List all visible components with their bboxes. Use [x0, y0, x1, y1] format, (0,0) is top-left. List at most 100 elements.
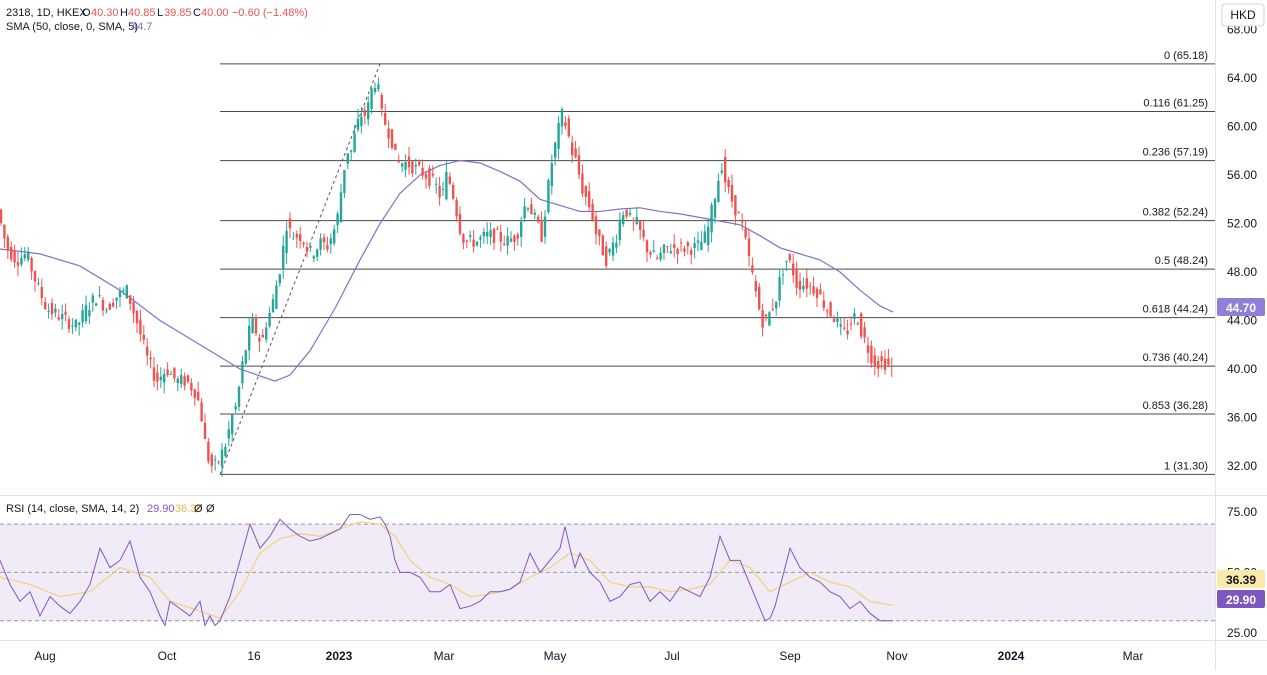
rsi-legend-extra1: Ø — [194, 503, 203, 515]
candle-body — [309, 245, 312, 248]
candle-body — [193, 389, 196, 398]
candle-body — [656, 257, 659, 259]
candle-body — [798, 280, 802, 290]
ohlc-open-value: 40.30 — [91, 7, 119, 19]
candle-body — [166, 369, 169, 376]
candle-body — [625, 209, 628, 217]
candle-body — [278, 274, 281, 284]
candle-body — [183, 376, 186, 386]
candle-body — [465, 240, 468, 242]
candle-body — [3, 224, 6, 239]
price-tick-label: 60.00 — [1227, 120, 1257, 134]
candle-body — [394, 143, 397, 150]
candle-body — [370, 88, 373, 110]
candle-body — [455, 200, 458, 217]
candle-body — [132, 302, 135, 314]
candle-body — [622, 215, 625, 225]
candle-body — [707, 226, 710, 246]
candle-body — [775, 301, 778, 309]
candle-body — [720, 170, 723, 173]
candle-body — [472, 239, 475, 247]
price-tick-label: 52.00 — [1227, 217, 1257, 231]
candle-body — [105, 310, 108, 312]
candle-body — [112, 302, 115, 307]
candle-body — [180, 375, 183, 384]
candle-body — [64, 311, 67, 315]
rsi-legend-label[interactable]: RSI (14, close, SMA, 14, 2) — [6, 503, 139, 515]
candle-body — [635, 217, 638, 224]
price-tick-label: 40.00 — [1227, 362, 1257, 376]
candle-body — [571, 142, 574, 156]
candle-body — [594, 216, 598, 235]
candle-body — [78, 322, 81, 325]
candle-body — [479, 237, 482, 240]
candle-body — [662, 244, 666, 253]
candle-body — [615, 242, 618, 248]
candle-body — [101, 299, 105, 311]
candle-body — [418, 161, 421, 165]
candle-body — [95, 303, 98, 306]
candle-body — [492, 228, 496, 243]
candle-body — [44, 302, 47, 310]
candle-body — [588, 191, 591, 208]
candle-body — [730, 184, 734, 202]
sma-legend-label[interactable]: SMA (50, close, 0, SMA, 5) — [6, 21, 138, 33]
candle-body — [768, 312, 771, 326]
time-tick-label: Jul — [664, 649, 679, 663]
candle-body — [591, 203, 594, 220]
candle-body — [210, 454, 213, 467]
candle-body — [74, 319, 77, 328]
candle-body — [537, 216, 540, 223]
time-tick-label: Sep — [779, 649, 801, 663]
candle-body — [346, 153, 349, 164]
candle-body — [880, 356, 883, 362]
candle-body — [673, 244, 676, 248]
rsi-tick-label: 75.00 — [1227, 505, 1257, 519]
candle-body — [380, 95, 383, 109]
candle-body — [696, 240, 700, 243]
candle-body — [809, 285, 812, 287]
time-tick-label: 2023 — [326, 649, 353, 663]
candle-body — [788, 254, 791, 261]
candle-body — [84, 305, 88, 322]
candle-body — [475, 241, 479, 246]
candle-body — [125, 285, 128, 299]
candle-body — [275, 285, 278, 309]
candle-body — [401, 163, 404, 167]
candle-body — [360, 116, 363, 127]
time-tick-label: Oct — [158, 649, 177, 663]
candle-body — [244, 350, 247, 364]
change-value: −0.60 (−1.48%) — [232, 7, 308, 19]
candle-body — [231, 414, 234, 435]
candle-body — [285, 230, 288, 254]
candle-body — [652, 250, 655, 253]
candle-body — [390, 129, 394, 148]
candle-body — [639, 220, 642, 230]
rsi-band — [0, 524, 1215, 621]
price-tick-label: 44.00 — [1227, 314, 1257, 328]
candle-body — [159, 376, 162, 381]
candle-body — [496, 228, 499, 230]
currency-label: HKD — [1230, 8, 1256, 22]
candle-body — [268, 312, 271, 327]
candle-body — [27, 251, 30, 260]
candle-body — [605, 246, 608, 266]
candle-body — [577, 155, 581, 175]
candle-body — [574, 148, 577, 158]
candle-body — [384, 113, 387, 125]
fib-level-label: 0.853 (36.28) — [1143, 400, 1208, 412]
candle-body — [424, 174, 428, 179]
candle-body — [826, 310, 829, 312]
candle-body — [237, 386, 241, 407]
candle-body — [832, 318, 836, 322]
candle-body — [329, 238, 332, 245]
candle-body — [503, 244, 506, 246]
candle-body — [462, 234, 465, 243]
candle-body — [173, 367, 176, 379]
candle-body — [458, 213, 462, 234]
candle-body — [805, 278, 808, 289]
currency-button[interactable] — [1221, 3, 1265, 27]
candle-body — [843, 327, 846, 329]
